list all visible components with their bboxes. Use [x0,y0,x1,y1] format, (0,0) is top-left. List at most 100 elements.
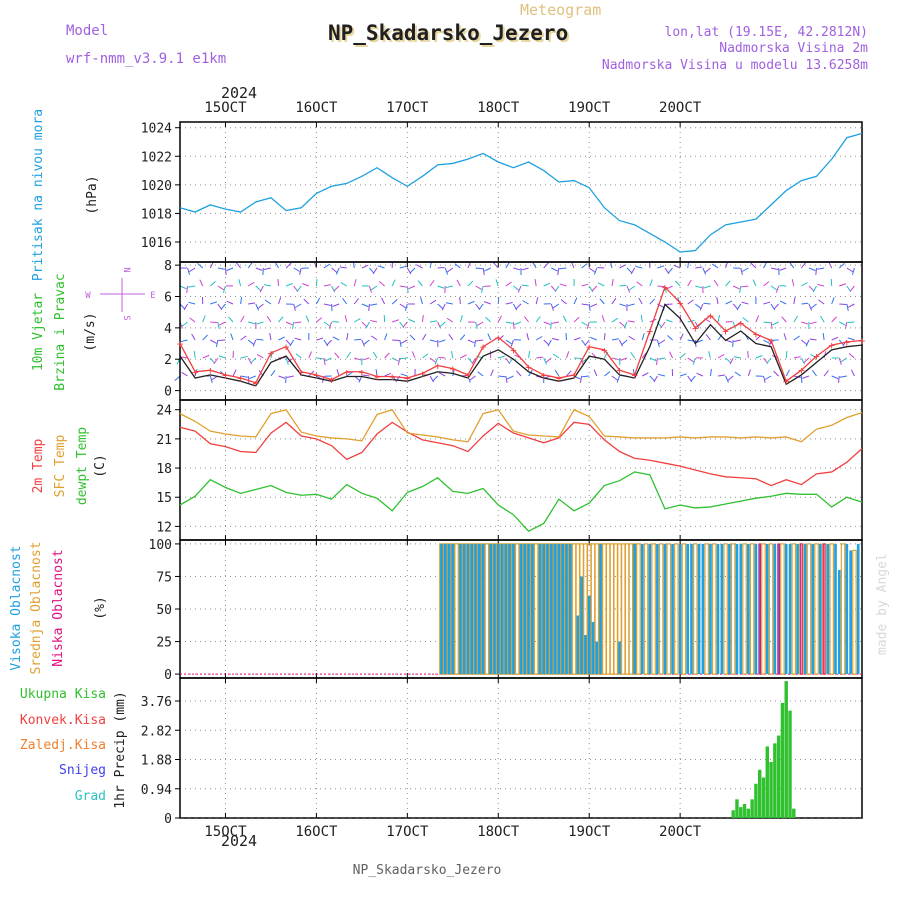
wind-arrow [783,333,787,341]
wind-arrow [474,339,477,348]
wind-arrow [230,333,234,341]
high-cloud-bar [633,543,636,675]
wind-arrow [476,339,484,342]
precip-bar [761,777,766,818]
wind-arrow [316,317,323,323]
wind-arrow [399,285,407,288]
wind-arrow [303,298,310,305]
wind-arrow [750,262,757,269]
y-tick-label: 12 [156,520,172,535]
wind-arrow [850,369,855,377]
y-tick-label: 18 [156,462,172,477]
wind-arrow [800,262,807,269]
wind-arrow [581,263,588,269]
high-cloud-bar [709,543,712,675]
wind-arrow [725,280,731,287]
wind-arrow [439,321,446,327]
wind-arrow [506,375,514,380]
wind-arrow [224,267,227,276]
wind-arrow [335,267,340,275]
wind-arrow [429,279,435,287]
wind-arrow [209,261,214,269]
wind-arrow [471,357,476,365]
wind-arrow [402,321,408,328]
gust-marker: + [798,364,805,377]
high-cloud-bar [671,543,674,675]
top-x-tick-label: 19OCT [568,100,611,116]
wind-arrow [328,321,333,329]
wind-arrow [763,339,770,344]
wind-arrow [277,278,280,287]
wind-arrow [365,321,370,329]
wind-arrow [559,283,567,287]
wind-arrow [512,303,518,311]
gust-marker: + [768,334,775,347]
wind-compass: N S W E [85,267,155,320]
wind-arrow [535,297,539,305]
wind-arrow [186,285,189,294]
wind-arrow [270,370,276,377]
wind-arrow [586,321,590,329]
mid-cloud-bar [780,543,785,675]
wind-arrow [628,285,635,291]
precip-bar [731,810,735,818]
y-tick-label: 1020 [141,179,172,194]
wind-arrow [619,303,627,307]
wind-arrow [285,339,292,346]
wind-arrow [705,334,711,341]
precip-bar [757,769,762,818]
wind-arrow [838,375,840,384]
wind-arrow [448,333,454,341]
wind-arrow [616,375,620,383]
low-cloud-bar [800,543,803,675]
gust-marker: + [737,317,744,330]
mid-cloud-ylabel: Srednja Oblacnost [29,541,44,674]
gust-marker: + [571,369,578,382]
panel-frame [179,677,863,819]
gust-marker: + [222,369,229,382]
high-cloud-bar [697,543,701,675]
wind-arrow [368,303,370,312]
wind-arrow [709,368,712,377]
wind-arrow [785,350,788,359]
wind-arrow [371,335,378,341]
high-cloud-bar [470,543,474,675]
wind-arrow [781,316,787,323]
wind-arrow [294,303,302,308]
wind-arrow [438,356,446,359]
wind-arrow [370,285,378,291]
wind-arrow [487,333,492,341]
precip-bar [750,799,754,818]
mid-cloud-bar [514,543,520,675]
gust-marker: + [616,364,623,377]
legend-convective-rain: Konvek.Kisa [20,713,106,728]
wind-arrow [566,370,572,377]
wind-arrow [257,303,264,309]
wind-arrow [535,316,541,323]
wind-arrow [628,335,635,341]
wind-arrow [557,267,560,275]
gust-marker: + [586,341,593,354]
wind-arrow [213,357,219,365]
wind-arrow [181,371,188,377]
wind-arrow [657,285,665,288]
wind-arrow [611,375,618,381]
high-cloud-bar [580,576,583,675]
wind-arrow [848,303,855,308]
wind-arrow [849,285,855,292]
wind-arrow [411,351,416,359]
wind-arrow [384,372,392,377]
bottom-x-tick-label: 19OCT [568,824,611,840]
high-cloud-bar [527,543,530,675]
wind-arrow [259,285,264,293]
wind-arrow [565,351,570,359]
wind-arrow [779,267,787,271]
high-cloud-bar [493,543,496,675]
y-tick-label: 1018 [141,207,172,222]
gust-marker: + [783,375,790,388]
wind-arrow [573,297,578,305]
high-cloud-bar [784,543,788,675]
wind-arrow [739,285,742,293]
top-x-tick-label: 20OCT [659,100,702,116]
high-cloud-bar [826,543,830,675]
